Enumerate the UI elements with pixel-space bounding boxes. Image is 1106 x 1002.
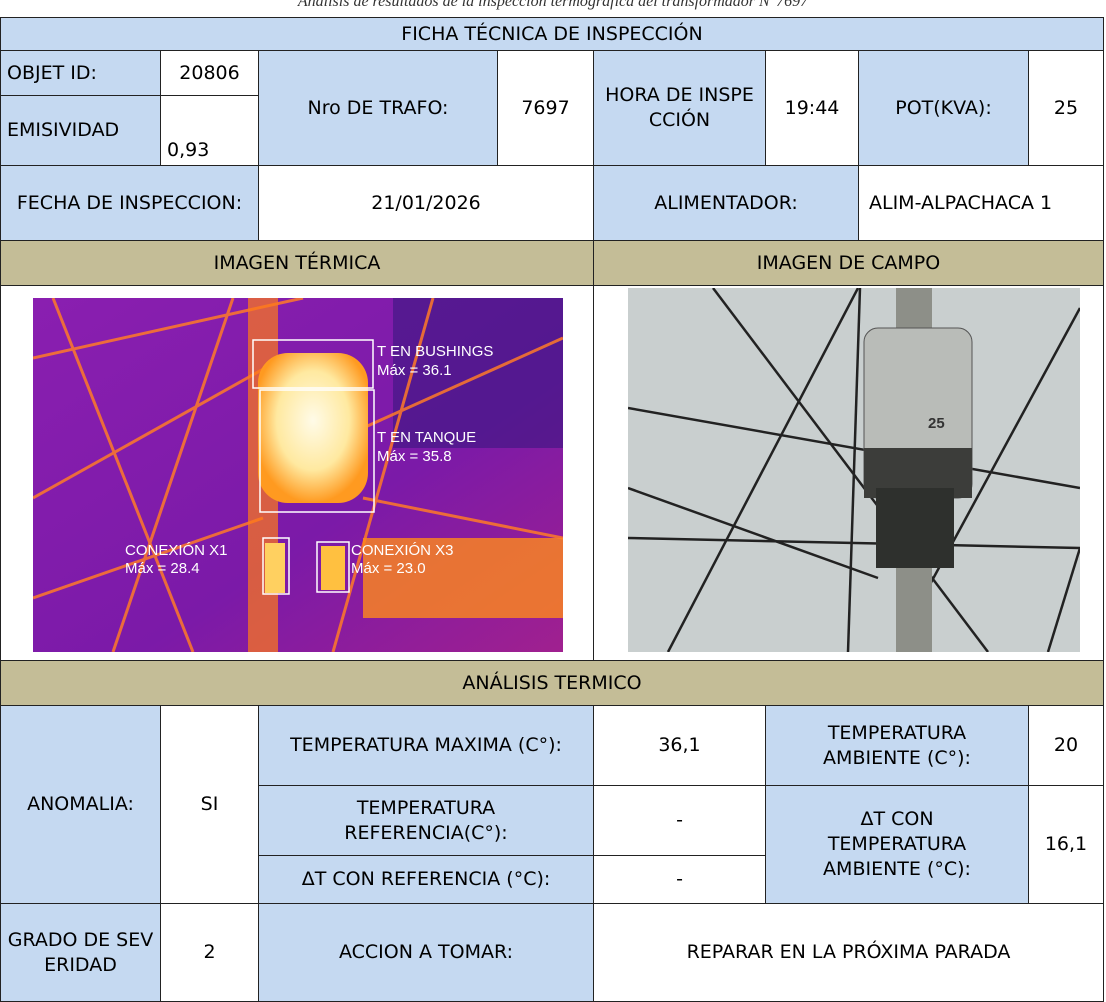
thermal-image: T EN BUSHINGS Máx = 36.1 T EN TANQUE Máx… (33, 298, 563, 652)
label: ANOMALIA: (0, 705, 161, 904)
caption: Análisis de resultados de la inspección … (297, 0, 809, 10)
value: 0,93 (160, 95, 259, 166)
value: 2 (160, 903, 259, 1002)
title: FICHA TÉCNICA DE INSPECCIÓN (0, 17, 1104, 51)
annotation: Máx = 23.0 (351, 560, 426, 577)
annotation: Máx = 36.1 (377, 362, 452, 379)
label: Nro DE TRAFO: (258, 50, 498, 166)
value: - (593, 855, 766, 904)
value: SI (160, 705, 259, 904)
value: 16,1 (1028, 785, 1104, 904)
label: POT(KVA): (858, 50, 1029, 166)
value: 36,1 (593, 705, 766, 786)
label: ΔT CON REFERENCIA (°C): (258, 855, 594, 904)
section-header: IMAGEN TÉRMICA (0, 240, 594, 286)
field-image: 25 (628, 288, 1080, 652)
section-header: ANÁLISIS TERMICO (0, 660, 1104, 706)
label: ALIMENTADOR: (593, 165, 859, 241)
value: 20806 (160, 50, 259, 96)
label: ACCION A TOMAR: (258, 903, 594, 1002)
annotation: CONEXIÓN X3 (351, 542, 454, 559)
label: ΔT CON TEMPERATURA AMBIENTE (°C): (765, 785, 1029, 904)
section-header: IMAGEN DE CAMPO (593, 240, 1104, 286)
value: 19:44 (765, 50, 859, 166)
annotation: Máx = 35.8 (377, 448, 452, 465)
label: OBJET ID: (0, 50, 161, 96)
annotation: Máx = 28.4 (125, 560, 200, 577)
value: 7697 (497, 50, 594, 166)
tank-label: 25 (928, 415, 945, 432)
label: FECHA DE INSPECCION: (0, 165, 259, 241)
value: 21/01/2026 (258, 165, 594, 241)
label: HORA DE INSPECCIÓN (593, 50, 766, 166)
value: ALIM-ALPACHACA 1 (858, 165, 1104, 241)
value: REPARAR EN LA PRÓXIMA PARADA (593, 903, 1104, 1002)
annotation: T EN TANQUE (377, 429, 476, 446)
image-cell: 25 (593, 285, 1104, 661)
value: 25 (1028, 50, 1104, 166)
value: 20 (1028, 705, 1104, 786)
label: EMISIVIDAD (0, 95, 161, 166)
label: TEMPERATURA AMBIENTE (C°): (765, 705, 1029, 786)
label: TEMPERATURA MAXIMA (C°): (258, 705, 594, 786)
label: GRADO DE SEVERIDAD (0, 903, 161, 1002)
annotation: CONEXIÓN X1 (125, 542, 228, 559)
value: - (593, 785, 766, 856)
image-cell: T EN BUSHINGS Máx = 36.1 T EN TANQUE Máx… (0, 285, 594, 661)
annotation: T EN BUSHINGS (377, 343, 493, 360)
label: TEMPERATURA REFERENCIA(C°): (258, 785, 594, 856)
